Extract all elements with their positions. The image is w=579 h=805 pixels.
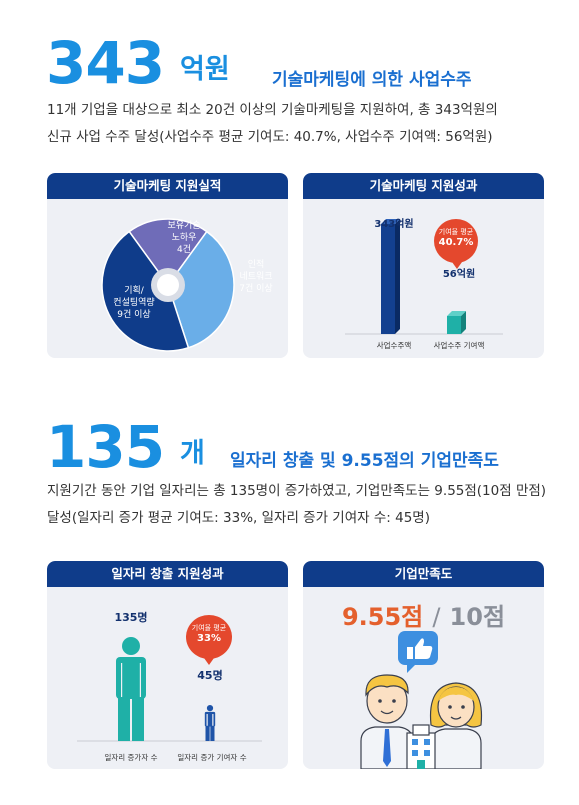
revenue-desc-line1: 11개 기업을 대상으로 최소 20건 이상의 기술마케팅을 지원하여, 총 3… [47, 102, 498, 118]
jobs-desc-line1: 지원기간 동안 기업 일자리는 총 135명이 증가하였고, 기업만족도는 9.… [47, 483, 547, 499]
revenue-unit: 억원 [180, 54, 230, 85]
revenue-description: 11개 기업을 대상으로 최소 20건 이상의 기술마케팅을 지원하여, 총 3… [47, 97, 557, 151]
pie-label-network: 인적 네트워크 7건 이상 [239, 260, 273, 294]
pie-label-consulting: 기획/ 컨설팅역량 9건 이상 [113, 286, 155, 320]
bar-value-label-1: 343억원 [374, 219, 414, 230]
bar-top-1 [381, 219, 400, 224]
person-figure-2 [204, 705, 216, 741]
jobs-number: 135 [46, 413, 165, 481]
jobs-headline: 일자리 창출 및 9.55점의 기업만족도 [230, 451, 499, 471]
bar-value-label-2: 56억원 [442, 269, 476, 280]
bar-1 [381, 224, 395, 334]
pie-slice-knowhow [128, 218, 208, 287]
satisfaction-illustration [360, 631, 483, 769]
businessman-icon [360, 674, 414, 769]
building-icon [406, 724, 436, 769]
satisfaction-score: 9.55점 [341, 603, 424, 631]
marketing-support-panel: 기술마케팅 지원실적 보유기술 노하우 4건 인적 네트워크 7건 이상 기획/… [47, 173, 288, 358]
satisfaction-title: 기업만족도 [303, 561, 544, 587]
satisfaction-panel: 기업만족도 9.55점 / 10점 [303, 561, 544, 769]
pie-slice-consulting [101, 230, 190, 352]
jobs-person-chart [77, 637, 262, 742]
marketing-result-bars [345, 219, 503, 335]
jobs-unit: 개 [180, 438, 205, 469]
marketing-result-title: 기술마케팅 지원성과 [303, 173, 544, 199]
bar-side-1 [395, 219, 400, 334]
jobs-value-label-2: 45명 [197, 669, 223, 682]
marketing-support-title: 기술마케팅 지원실적 [47, 173, 288, 199]
revenue-number: 343 [46, 29, 165, 97]
contribution-bubble: 기여율 평균 40.7% [434, 219, 478, 263]
satisfaction-score-row: 9.55점 / 10점 [303, 597, 544, 632]
bar-top-2 [447, 311, 466, 316]
pie-label-knowhow: 보유기술 노하우 4건 [167, 221, 201, 255]
businesswoman-icon [429, 682, 483, 769]
thumbs-up-icon [398, 631, 438, 673]
jobs-axis-label-1: 일자리 증가자 수 [104, 753, 158, 762]
pie-center-hole [157, 274, 179, 296]
pie-slice-network [167, 230, 235, 349]
marketing-result-panel: 기술마케팅 지원성과 343억원 56억원 사업수주액 사업수주 기여액 기여율… [303, 173, 544, 358]
satisfaction-separator: / [432, 603, 441, 631]
bubble-pointer [452, 262, 462, 269]
jobs-desc-line2: 달성(일자리 증가 평균 기여도: 33%, 일자리 증가 기여자 수: 45명… [47, 510, 430, 526]
bar-axis-label-1: 사업수주액 [376, 341, 412, 350]
marketing-pie-chart [101, 218, 235, 352]
jobs-axis-label-2: 일자리 증가 기여자 수 [177, 753, 247, 762]
bar-2 [447, 316, 461, 334]
person-figure-1 [116, 637, 146, 741]
satisfaction-max: 10점 [449, 603, 506, 631]
revenue-headline: 기술마케팅에 의한 사업수주 [272, 70, 472, 90]
jobs-result-panel: 일자리 창출 지원성과 135명 45명 일자리 증가자 수 일자리 증가 기여… [47, 561, 288, 769]
jobs-description: 지원기간 동안 기업 일자리는 총 135명이 증가하였고, 기업만족도는 9.… [47, 478, 562, 532]
jobs-contribution-bubble: 기여율 평균 33% [186, 615, 232, 659]
bar-side-2 [461, 311, 466, 334]
jobs-result-title: 일자리 창출 지원성과 [47, 561, 288, 587]
revenue-desc-line2: 신규 사업 수주 달성(사업수주 평균 기여도: 40.7%, 사업수주 기여액… [47, 129, 493, 145]
jobs-bubble-pointer [204, 658, 214, 665]
bar-axis-label-2: 사업수주 기여액 [433, 341, 485, 350]
jobs-value-label-1: 135명 [114, 611, 148, 624]
